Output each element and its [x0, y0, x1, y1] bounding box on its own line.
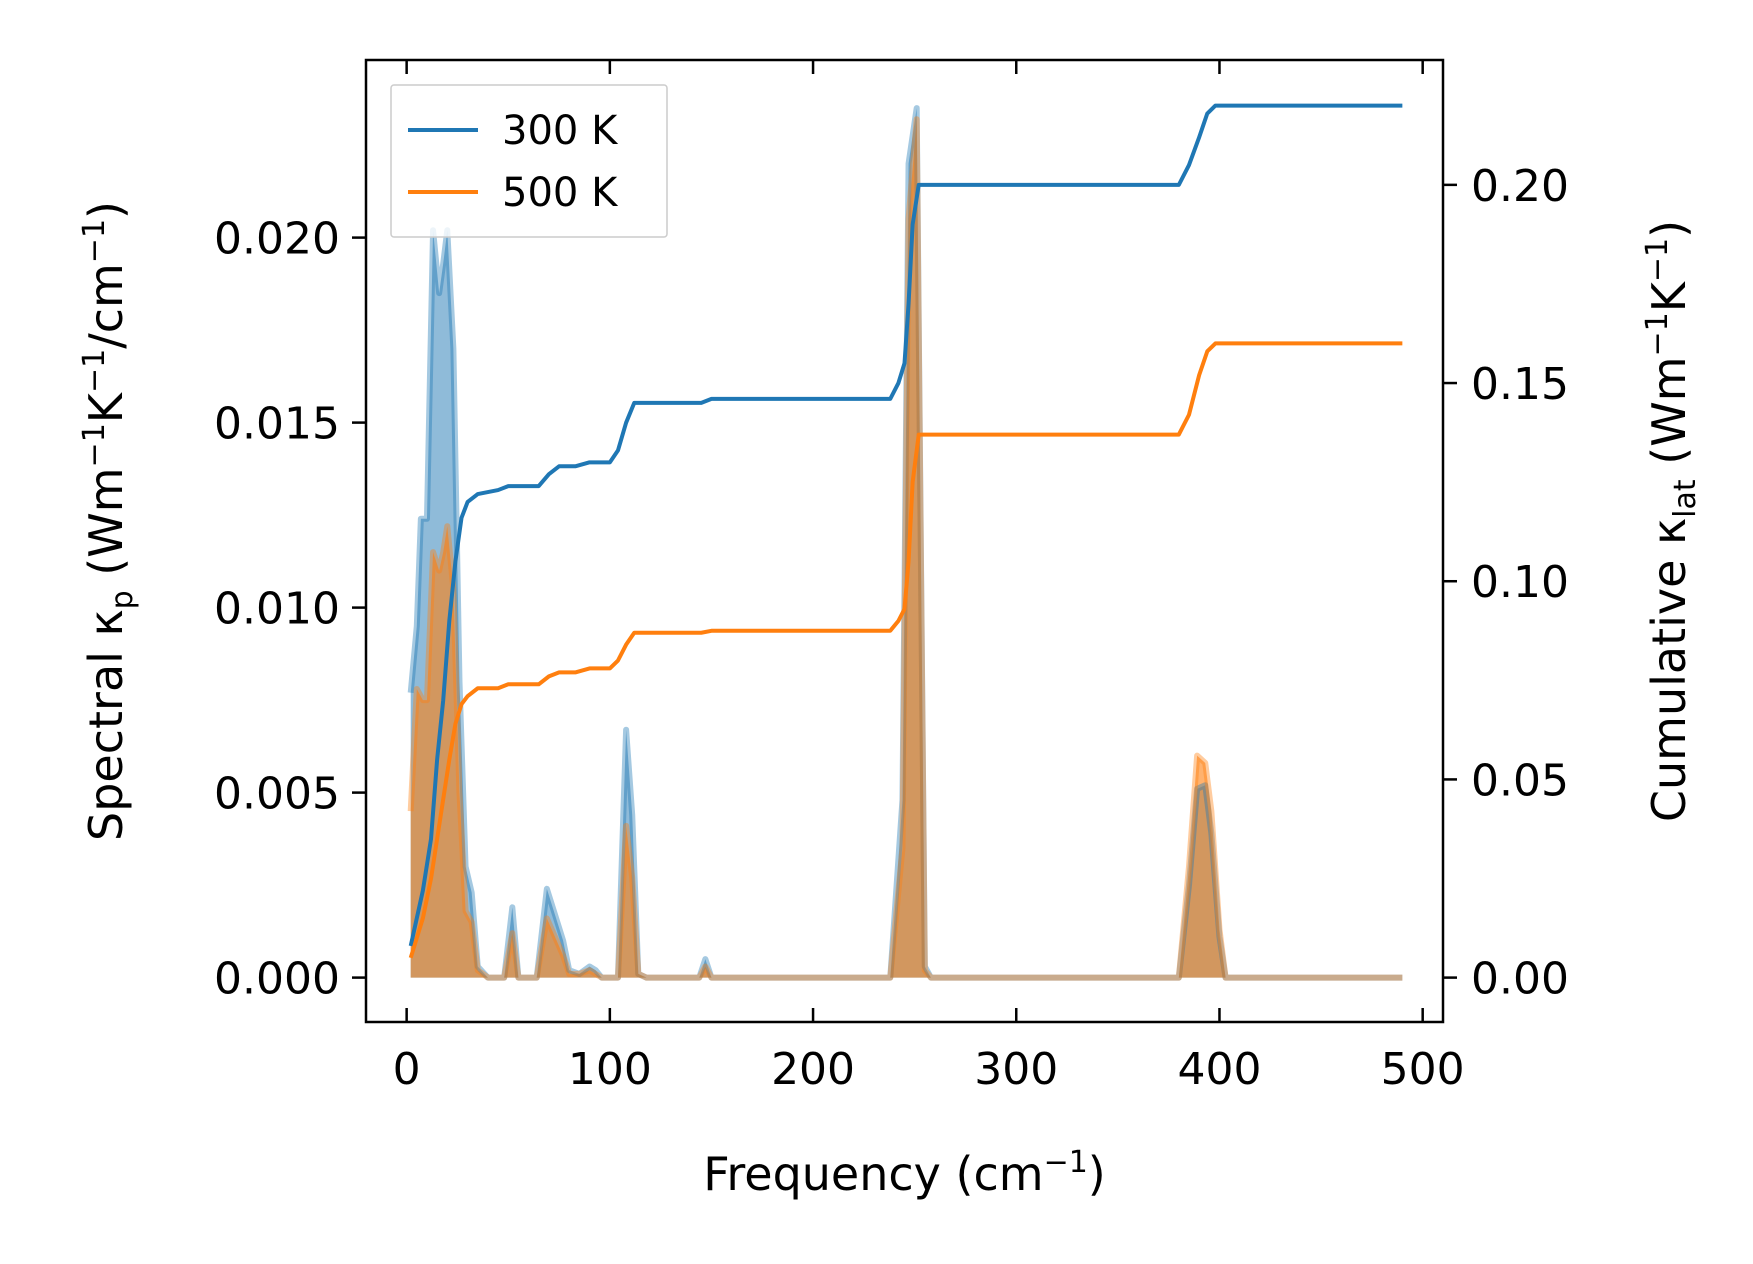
y-right-tick-label: 0.10: [1471, 557, 1569, 608]
spectral-fill-areas: [410, 108, 1403, 978]
legend-label-500k: 500 K: [502, 170, 619, 216]
yl-sup2: −1: [77, 349, 112, 393]
x-axis-label-sup: −1: [1044, 1145, 1088, 1180]
y-left-tick-label: 0.010: [214, 584, 340, 635]
y-right-tick-label: 0.05: [1471, 755, 1569, 806]
yr-mid1: (Wm: [1642, 356, 1696, 479]
legend: 300 K 500 K: [390, 84, 668, 238]
yl-tail: ): [79, 201, 133, 219]
yl-sup1: −1: [77, 423, 112, 467]
x-tick-label: 400: [1177, 1044, 1261, 1095]
y-right-tick-label: 0.15: [1471, 359, 1569, 410]
legend-box: [390, 84, 668, 238]
cumulative-line-500k: [408, 341, 1403, 959]
yl-mid3: /cm: [79, 263, 133, 349]
plot-frame: [364, 58, 1445, 1024]
y-right-tick-label: 0.00: [1471, 954, 1569, 1005]
x-axis-label-tail: ): [1088, 1147, 1106, 1201]
yr-sub: lat: [1668, 479, 1703, 518]
yl-mid2: K: [79, 391, 133, 423]
axis-ticks: [352, 60, 1457, 1022]
y-left-tick-label: 0.015: [214, 399, 340, 450]
yr-sup1: −1: [1640, 312, 1675, 356]
spectral-fill-500k: [410, 119, 1403, 978]
yl-pre: Spectral κ: [79, 609, 133, 841]
yl-mid1: (Wm: [79, 467, 133, 590]
x-tick-label: 300: [974, 1044, 1058, 1095]
yr-mid2: K: [1642, 280, 1696, 312]
y-axis-left-label: Spectral κp (Wm−1K−1/cm−1): [77, 201, 140, 841]
x-tick-label: 500: [1381, 1044, 1465, 1095]
x-tick-label: 0: [393, 1044, 421, 1095]
y-axis-right-label: Cumulative κlat (Wm−1K−1): [1640, 220, 1703, 822]
y-left-tick-label: 0.020: [214, 214, 340, 265]
spectral-line-300k: [407, 105, 1403, 981]
yl-sub: p: [105, 590, 140, 609]
yr-sup2: −1: [1640, 238, 1675, 282]
cumulative-lines: [408, 103, 1403, 959]
yr-tail: ): [1642, 220, 1696, 238]
legend-label-300k: 300 K: [502, 108, 619, 154]
cumulative-line-300k: [408, 103, 1403, 947]
x-axis-label: Frequency (cm−1): [703, 1145, 1106, 1201]
x-tick-label: 100: [568, 1044, 652, 1095]
x-tick-label: 200: [771, 1044, 855, 1095]
yr-pre: Cumulative κ: [1642, 518, 1696, 822]
yl-sup3: −1: [77, 219, 112, 263]
y-left-tick-label: 0.000: [214, 954, 340, 1005]
y-right-tick-label: 0.20: [1471, 161, 1569, 212]
y-left-tick-label: 0.005: [214, 769, 340, 820]
x-axis-label-base: Frequency (cm: [703, 1147, 1043, 1201]
axis-tick-labels: 0 100 200 300 400 500 0.000 0.005 0.010 0.015 0.02…: [214, 161, 1569, 1095]
